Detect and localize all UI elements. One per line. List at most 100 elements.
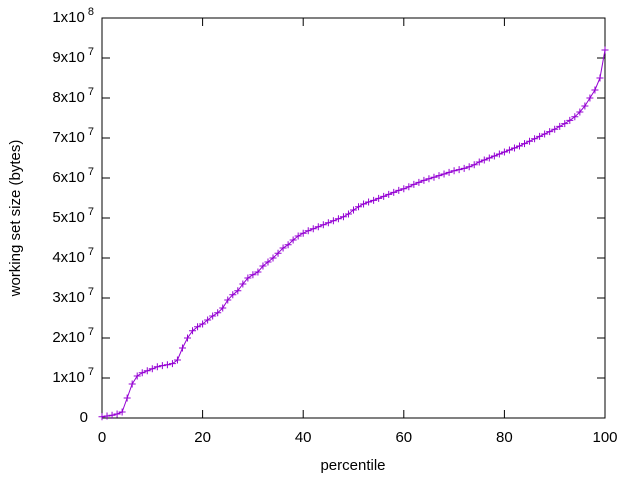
point-marker [390,188,398,196]
point-marker [440,170,448,178]
y-tick-label: 3x10 7 [52,286,94,306]
point-marker [133,372,141,380]
point-marker [410,180,418,188]
y-tick-label: 1x10 8 [52,6,94,26]
y-tick-label: 4x10 7 [52,246,94,266]
point-marker [395,186,403,194]
point-marker [264,258,272,266]
point-marker [450,167,458,175]
point-marker [219,304,227,312]
point-marker [505,146,513,154]
y-tick-mantissa: 3x10 [52,289,85,306]
point-marker [249,271,257,279]
point-marker [470,161,478,169]
point-marker [153,363,161,371]
y-tick-exponent: 7 [88,86,94,98]
y-tick-exponent: 7 [88,166,94,178]
point-marker [365,198,373,206]
point-marker [556,122,564,130]
point-marker [234,287,242,295]
point-marker [455,166,463,174]
point-marker [194,323,202,331]
y-tick-mantissa: 4x10 [52,249,85,266]
y-tick-label: 1x10 7 [52,366,94,386]
point-marker [576,108,584,116]
point-marker [314,223,322,231]
point-marker [355,203,363,211]
point-marker [430,173,438,181]
y-tick-exponent: 7 [88,326,94,338]
point-marker [189,327,197,335]
point-marker [209,312,217,320]
y-tick-label: 9x10 7 [52,46,94,66]
point-marker [405,183,413,191]
point-marker [586,94,594,102]
point-marker [284,241,292,249]
point-marker [259,262,267,270]
point-marker [103,412,111,420]
point-marker [138,369,146,377]
y-tick-mantissa: 2x10 [52,329,85,346]
y-tick-label: 6x10 7 [52,166,94,186]
y-tick-mantissa: 1x10 [52,9,85,26]
y-tick-exponent: 7 [88,206,94,218]
point-marker [445,168,453,176]
y-tick-label: 8x10 7 [52,86,94,106]
point-marker [173,356,181,364]
point-marker [294,232,302,240]
point-marker [309,225,317,233]
y-tick-exponent: 7 [88,126,94,138]
point-marker [344,210,352,218]
point-marker [334,215,342,223]
y-tick-label: 2x10 7 [52,326,94,346]
point-marker [546,128,554,136]
point-marker [425,175,433,183]
x-tick-label: 40 [295,429,312,446]
y-tick-mantissa: 1x10 [52,369,85,386]
point-marker [244,274,252,282]
point-marker [254,268,262,276]
point-marker [289,236,297,244]
y-tick-label: 0 [80,409,88,426]
point-marker [385,190,393,198]
point-marker [168,360,176,368]
point-marker [566,116,574,124]
point-marker [118,408,126,416]
point-marker [269,254,277,262]
y-tick-exponent: 7 [88,366,94,378]
y-tick-mantissa: 9x10 [52,49,85,66]
point-marker [299,229,307,237]
point-marker [420,176,428,184]
point-marker [279,244,287,252]
point-marker [596,74,604,82]
point-marker [480,156,488,164]
point-marker [561,120,569,128]
point-marker [329,217,337,225]
point-marker [108,411,116,419]
y-tick-exponent: 7 [88,246,94,258]
point-marker [128,380,136,388]
point-marker [380,192,388,200]
point-marker [475,158,483,166]
point-marker [148,365,156,373]
point-marker [98,413,106,421]
y-axis-title: working set size (bytes) [7,140,24,298]
point-marker [360,200,368,208]
point-marker [500,148,508,156]
point-marker [485,154,493,162]
point-marker [178,344,186,352]
y-tick-mantissa: 6x10 [52,169,85,186]
point-marker [184,334,192,342]
point-marker [324,219,332,227]
point-marker [571,113,579,121]
point-marker [581,102,589,110]
point-marker [490,152,498,160]
y-tick-mantissa: 8x10 [52,89,85,106]
point-marker [526,137,534,145]
point-marker [239,280,247,288]
point-marker [319,221,327,229]
x-tick-label: 80 [496,429,513,446]
point-marker [123,394,131,402]
point-marker [435,172,443,180]
y-tick-mantissa: 5x10 [52,209,85,226]
